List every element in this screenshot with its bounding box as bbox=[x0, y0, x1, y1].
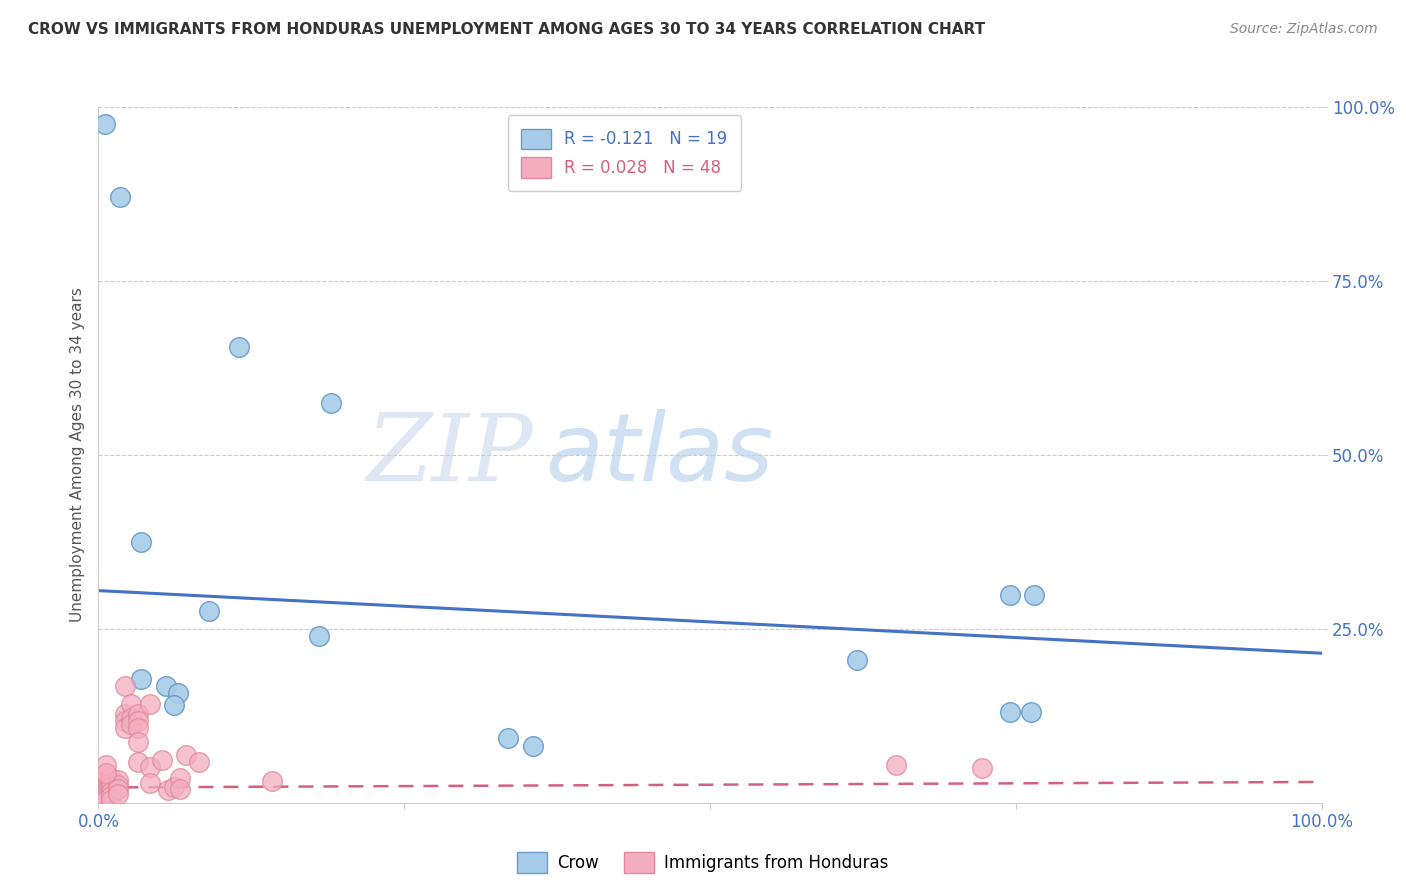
Point bbox=[93, 772, 115, 787]
Point bbox=[139, 697, 162, 711]
Text: ZIP: ZIP bbox=[366, 410, 533, 500]
Point bbox=[93, 769, 115, 783]
Point bbox=[150, 753, 173, 767]
Point bbox=[169, 781, 191, 796]
Point bbox=[496, 731, 519, 745]
Point bbox=[845, 653, 868, 667]
Point bbox=[129, 535, 152, 549]
Point bbox=[100, 771, 122, 785]
Point bbox=[120, 717, 142, 731]
Point bbox=[114, 706, 136, 721]
Point bbox=[262, 773, 284, 788]
Point bbox=[100, 789, 122, 803]
Point bbox=[127, 714, 149, 728]
Point bbox=[114, 679, 136, 693]
Legend: R = -0.121   N = 19, R = 0.028   N = 48: R = -0.121 N = 19, R = 0.028 N = 48 bbox=[508, 115, 741, 191]
Point bbox=[93, 781, 115, 796]
Point bbox=[100, 793, 122, 807]
Point bbox=[110, 190, 132, 204]
Point bbox=[522, 739, 544, 753]
Point bbox=[114, 721, 136, 735]
Point bbox=[1019, 706, 1042, 720]
Point bbox=[93, 790, 115, 805]
Point bbox=[970, 761, 993, 775]
Point bbox=[169, 771, 191, 785]
Y-axis label: Unemployment Among Ages 30 to 34 years: Unemployment Among Ages 30 to 34 years bbox=[69, 287, 84, 623]
Point bbox=[114, 714, 136, 728]
Point bbox=[93, 117, 115, 131]
Point bbox=[107, 778, 129, 792]
Point bbox=[155, 679, 177, 693]
Point bbox=[139, 776, 162, 790]
Point bbox=[94, 765, 117, 780]
Point bbox=[319, 396, 342, 410]
Point bbox=[998, 706, 1021, 720]
Text: Source: ZipAtlas.com: Source: ZipAtlas.com bbox=[1230, 22, 1378, 37]
Point bbox=[197, 605, 219, 619]
Point bbox=[93, 791, 115, 805]
Point bbox=[94, 757, 117, 772]
Legend: Crow, Immigrants from Honduras: Crow, Immigrants from Honduras bbox=[510, 846, 896, 880]
Point bbox=[107, 781, 129, 796]
Point bbox=[120, 711, 142, 725]
Point bbox=[107, 772, 129, 787]
Point bbox=[129, 672, 152, 686]
Point bbox=[93, 776, 115, 790]
Point bbox=[100, 785, 122, 799]
Point bbox=[93, 794, 115, 808]
Point bbox=[127, 706, 149, 721]
Text: atlas: atlas bbox=[546, 409, 773, 500]
Point bbox=[100, 780, 122, 794]
Point bbox=[176, 748, 198, 763]
Point bbox=[884, 757, 907, 772]
Point bbox=[107, 787, 129, 801]
Point bbox=[93, 786, 115, 800]
Point bbox=[127, 734, 149, 748]
Point bbox=[167, 686, 190, 700]
Point bbox=[127, 721, 149, 735]
Point bbox=[127, 756, 149, 770]
Point bbox=[157, 783, 180, 797]
Point bbox=[228, 340, 250, 354]
Point bbox=[308, 629, 330, 643]
Text: CROW VS IMMIGRANTS FROM HONDURAS UNEMPLOYMENT AMONG AGES 30 TO 34 YEARS CORRELAT: CROW VS IMMIGRANTS FROM HONDURAS UNEMPLO… bbox=[28, 22, 986, 37]
Point bbox=[1024, 589, 1046, 603]
Point bbox=[163, 698, 186, 713]
Point bbox=[163, 780, 186, 795]
Point bbox=[93, 783, 115, 797]
Point bbox=[120, 697, 142, 711]
Point bbox=[100, 775, 122, 789]
Point bbox=[139, 759, 162, 773]
Point bbox=[93, 780, 115, 794]
Point bbox=[187, 756, 209, 770]
Point bbox=[93, 784, 115, 798]
Point bbox=[998, 589, 1021, 603]
Point bbox=[93, 788, 115, 802]
